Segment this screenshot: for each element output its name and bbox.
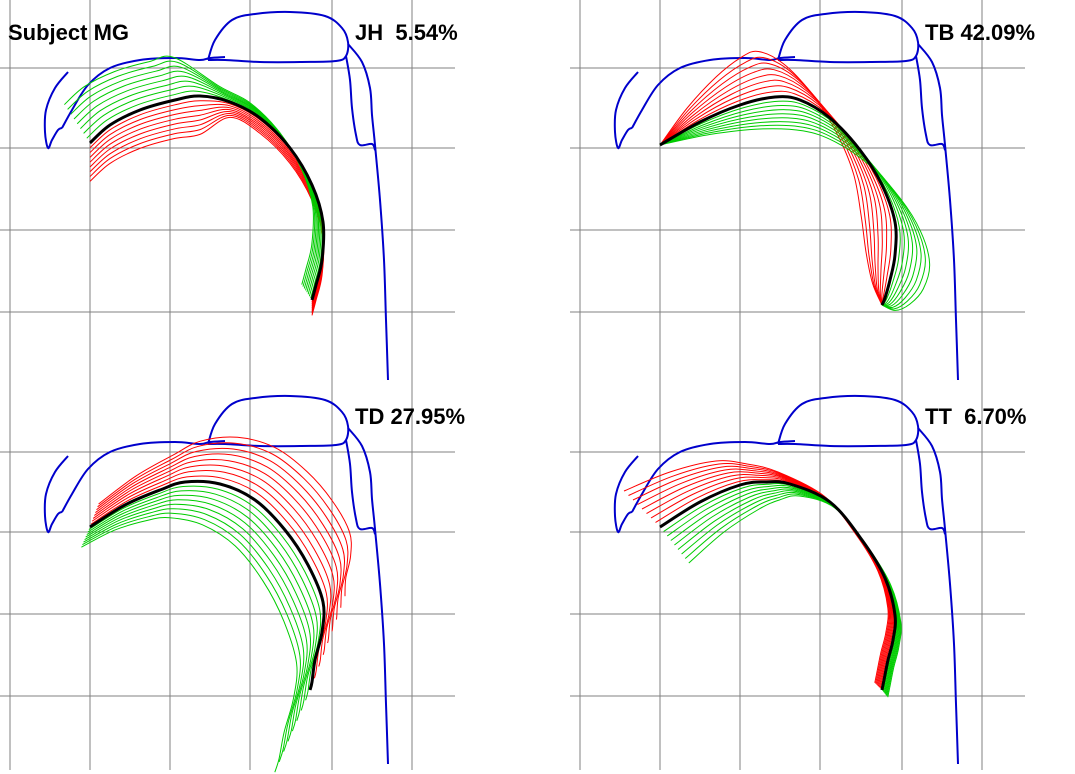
subject-label: Subject MG	[8, 20, 129, 45]
negative-variation-curve	[666, 484, 898, 692]
negative-variation-curve	[70, 65, 317, 289]
negative-variation-curve	[688, 495, 902, 698]
positive-variation-curve	[655, 479, 896, 690]
negative-variation-curve	[83, 85, 322, 297]
negative-variation-curve	[659, 113, 914, 306]
mean-tongue-contour	[88, 94, 326, 301]
negative-variation-curve	[670, 486, 899, 693]
negative-variation-curve	[82, 512, 301, 763]
positive-variation-curve	[637, 468, 892, 686]
panel-td: TD 27.95%	[0, 384, 465, 773]
tongue-variation-curves	[623, 460, 902, 698]
outline-segment	[613, 71, 639, 150]
grid	[0, 0, 455, 386]
panel-tb: TB 42.09%	[570, 0, 1035, 386]
positive-variation-curve	[659, 68, 883, 306]
positive-variation-curve	[628, 462, 890, 684]
negative-variation-curve	[64, 55, 314, 285]
outline-segment	[43, 71, 69, 150]
outline-segment	[345, 439, 376, 535]
positive-variation-curve	[89, 106, 325, 306]
positive-variation-curve	[641, 471, 893, 687]
positive-variation-curve	[659, 62, 883, 306]
positive-variation-curve	[92, 464, 335, 655]
grid	[570, 384, 1025, 770]
positive-variation-curve	[623, 460, 889, 683]
vocal-tract-outline	[613, 394, 959, 765]
panel-jh: JH 5.54%	[0, 0, 458, 386]
positive-variation-curve	[89, 111, 325, 310]
outline-segment	[915, 55, 946, 151]
outline-segment	[777, 394, 920, 448]
negative-variation-curve	[677, 490, 900, 695]
mean-tongue-contour	[659, 95, 898, 306]
negative-variation-curve	[659, 121, 922, 309]
positive-variation-curve	[89, 116, 325, 316]
outline-segment	[613, 455, 639, 534]
positive-variation-curve	[98, 436, 352, 597]
outline-segment	[207, 394, 350, 448]
positive-variation-curve	[94, 459, 339, 644]
negative-variation-curve	[85, 499, 312, 732]
panel-tt: TT 6.70%	[570, 384, 1026, 770]
panel-label-td: TD 27.95%	[355, 404, 465, 429]
negative-variation-curve	[87, 490, 318, 711]
outline-segment	[777, 10, 920, 64]
positive-variation-curve	[97, 442, 349, 608]
negative-variation-curve	[80, 80, 321, 295]
negative-variation-curve	[659, 128, 931, 311]
positive-variation-curve	[89, 103, 325, 304]
negative-variation-curve	[88, 485, 322, 701]
negative-variation-curve	[86, 494, 315, 721]
outline-segment	[61, 440, 226, 513]
negative-variation-curve	[681, 491, 901, 696]
outline-segment	[43, 455, 69, 534]
negative-variation-curve	[81, 517, 298, 773]
negative-variation-curve	[659, 109, 910, 306]
negative-variation-curve	[83, 508, 305, 752]
outline-segment	[345, 55, 376, 151]
negative-variation-curve	[67, 60, 316, 287]
panel-label-tb: TB 42.09%	[925, 20, 1035, 45]
mean-tongue-contour	[659, 480, 897, 691]
positive-variation-curve	[89, 112, 325, 312]
positive-variation-curve	[646, 473, 894, 688]
tongue-variation-curves	[81, 436, 352, 773]
positive-variation-curve	[96, 447, 345, 620]
tongue-variation-curves	[64, 55, 326, 316]
vocal-tract-outline	[613, 10, 959, 381]
mean-tongue-contour	[89, 479, 326, 691]
panel-label-jh: JH 5.54%	[355, 20, 458, 45]
tongue-variation-curves	[659, 50, 931, 311]
outline-segment	[631, 56, 796, 129]
positive-variation-curve	[89, 108, 325, 308]
negative-variation-curve	[674, 488, 899, 694]
grid	[570, 0, 1025, 386]
negative-variation-curve	[84, 503, 308, 742]
positive-variation-curve	[659, 56, 883, 306]
outline-segment	[915, 439, 946, 535]
vocal-tract-outline	[43, 10, 389, 381]
outline-segment	[207, 10, 350, 64]
positive-variation-curve	[95, 453, 342, 632]
positive-variation-curve	[91, 470, 332, 667]
outline-segment	[917, 43, 959, 381]
panel-label-tt: TT 6.70%	[925, 404, 1026, 429]
outline-segment	[917, 427, 959, 765]
negative-variation-curve	[86, 90, 323, 299]
outline-segment	[347, 43, 389, 381]
positive-variation-curve	[659, 85, 888, 306]
negative-variation-curve	[73, 70, 318, 291]
outline-segment	[61, 56, 226, 129]
positive-variation-curve	[659, 50, 883, 306]
negative-variation-curve	[76, 75, 320, 293]
vocal-tract-outline	[43, 394, 389, 765]
outline-segment	[347, 427, 389, 765]
